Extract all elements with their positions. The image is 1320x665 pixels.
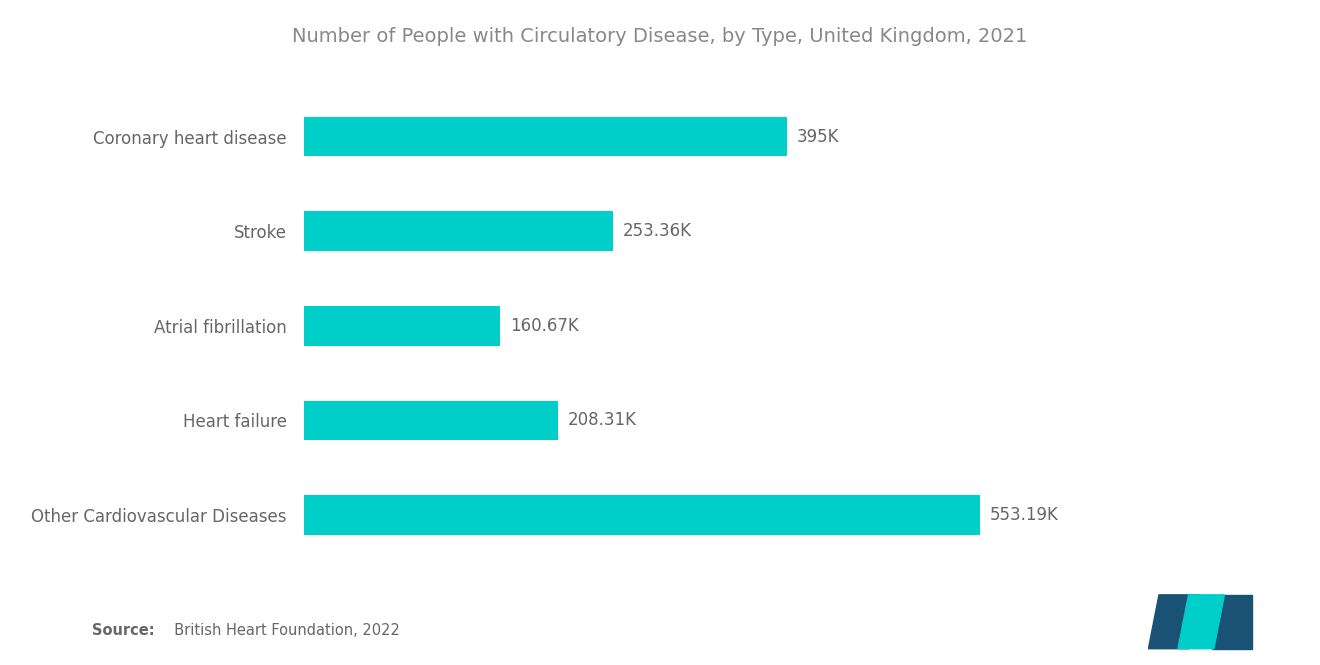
Bar	[304, 306, 500, 346]
Bar	[304, 495, 981, 535]
Bar	[304, 211, 614, 251]
Bar	[304, 116, 787, 156]
Polygon shape	[1177, 595, 1225, 649]
Text: 253.36K: 253.36K	[623, 222, 692, 240]
Bar	[304, 400, 558, 440]
Text: 395K: 395K	[796, 128, 840, 146]
Polygon shape	[1212, 595, 1251, 649]
Text: 553.19K: 553.19K	[990, 506, 1059, 524]
Text: 160.67K: 160.67K	[510, 317, 578, 335]
Text: Number of People with Circulatory Disease, by Type, United Kingdom, 2021: Number of People with Circulatory Diseas…	[292, 27, 1028, 46]
Text: British Heart Foundation, 2022: British Heart Foundation, 2022	[165, 623, 400, 638]
Text: 208.31K: 208.31K	[568, 412, 638, 430]
Text: Source:: Source:	[92, 623, 154, 638]
Polygon shape	[1148, 595, 1199, 649]
